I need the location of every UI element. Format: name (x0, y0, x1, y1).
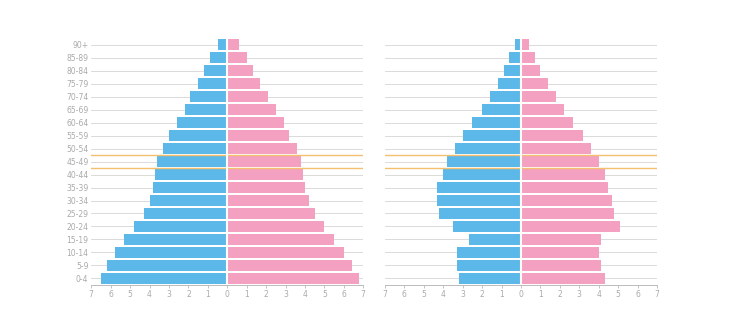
Bar (521, 91, 556, 102)
Bar (157, 156, 227, 167)
Bar (521, 182, 608, 193)
Bar (115, 247, 227, 258)
Bar (227, 65, 253, 76)
Bar (521, 143, 591, 154)
Bar (521, 117, 574, 128)
Bar (185, 104, 227, 115)
Bar (521, 104, 564, 115)
Bar (155, 169, 227, 180)
Bar (227, 169, 303, 180)
Bar (169, 130, 227, 141)
Bar (227, 78, 261, 89)
Bar (504, 65, 521, 76)
Bar (227, 91, 268, 102)
Bar (227, 247, 344, 258)
Bar (521, 65, 540, 76)
Bar (144, 208, 227, 219)
Bar (150, 195, 227, 206)
Bar (198, 78, 227, 89)
Bar (521, 208, 614, 219)
Bar (521, 195, 612, 206)
Bar (227, 182, 305, 193)
Bar (521, 260, 601, 271)
Bar (210, 52, 227, 63)
Bar (227, 117, 283, 128)
Bar (227, 260, 352, 271)
Bar (227, 143, 297, 154)
Bar (227, 195, 309, 206)
Bar (521, 247, 599, 258)
Bar (443, 169, 521, 180)
Bar (437, 195, 521, 206)
Bar (218, 39, 227, 50)
Bar (463, 130, 521, 141)
Bar (521, 234, 601, 245)
Bar (521, 78, 548, 89)
Bar (191, 91, 227, 102)
Bar (469, 234, 521, 245)
Bar (490, 91, 521, 102)
Bar (498, 78, 521, 89)
Bar (521, 130, 583, 141)
Bar (227, 234, 334, 245)
Bar (227, 130, 289, 141)
Bar (453, 221, 521, 232)
Bar (457, 260, 521, 271)
Bar (227, 39, 239, 50)
Bar (510, 52, 521, 63)
Bar (521, 273, 604, 284)
Bar (455, 143, 521, 154)
Bar (227, 104, 276, 115)
Bar (457, 247, 521, 258)
Bar (101, 273, 227, 284)
Bar (521, 169, 604, 180)
Bar (134, 221, 227, 232)
Bar (227, 52, 247, 63)
Bar (521, 39, 529, 50)
Bar (447, 156, 521, 167)
Bar (227, 221, 324, 232)
Bar (521, 156, 599, 167)
Bar (521, 52, 534, 63)
Bar (163, 143, 227, 154)
Bar (227, 273, 359, 284)
Bar (439, 208, 521, 219)
Bar (521, 221, 620, 232)
Bar (437, 182, 521, 193)
Bar (472, 117, 521, 128)
Bar (515, 39, 521, 50)
Bar (204, 65, 227, 76)
Bar (107, 260, 227, 271)
Bar (124, 234, 227, 245)
Bar (459, 273, 521, 284)
Bar (227, 156, 301, 167)
Bar (482, 104, 521, 115)
Bar (227, 208, 315, 219)
Bar (177, 117, 227, 128)
Bar (153, 182, 227, 193)
